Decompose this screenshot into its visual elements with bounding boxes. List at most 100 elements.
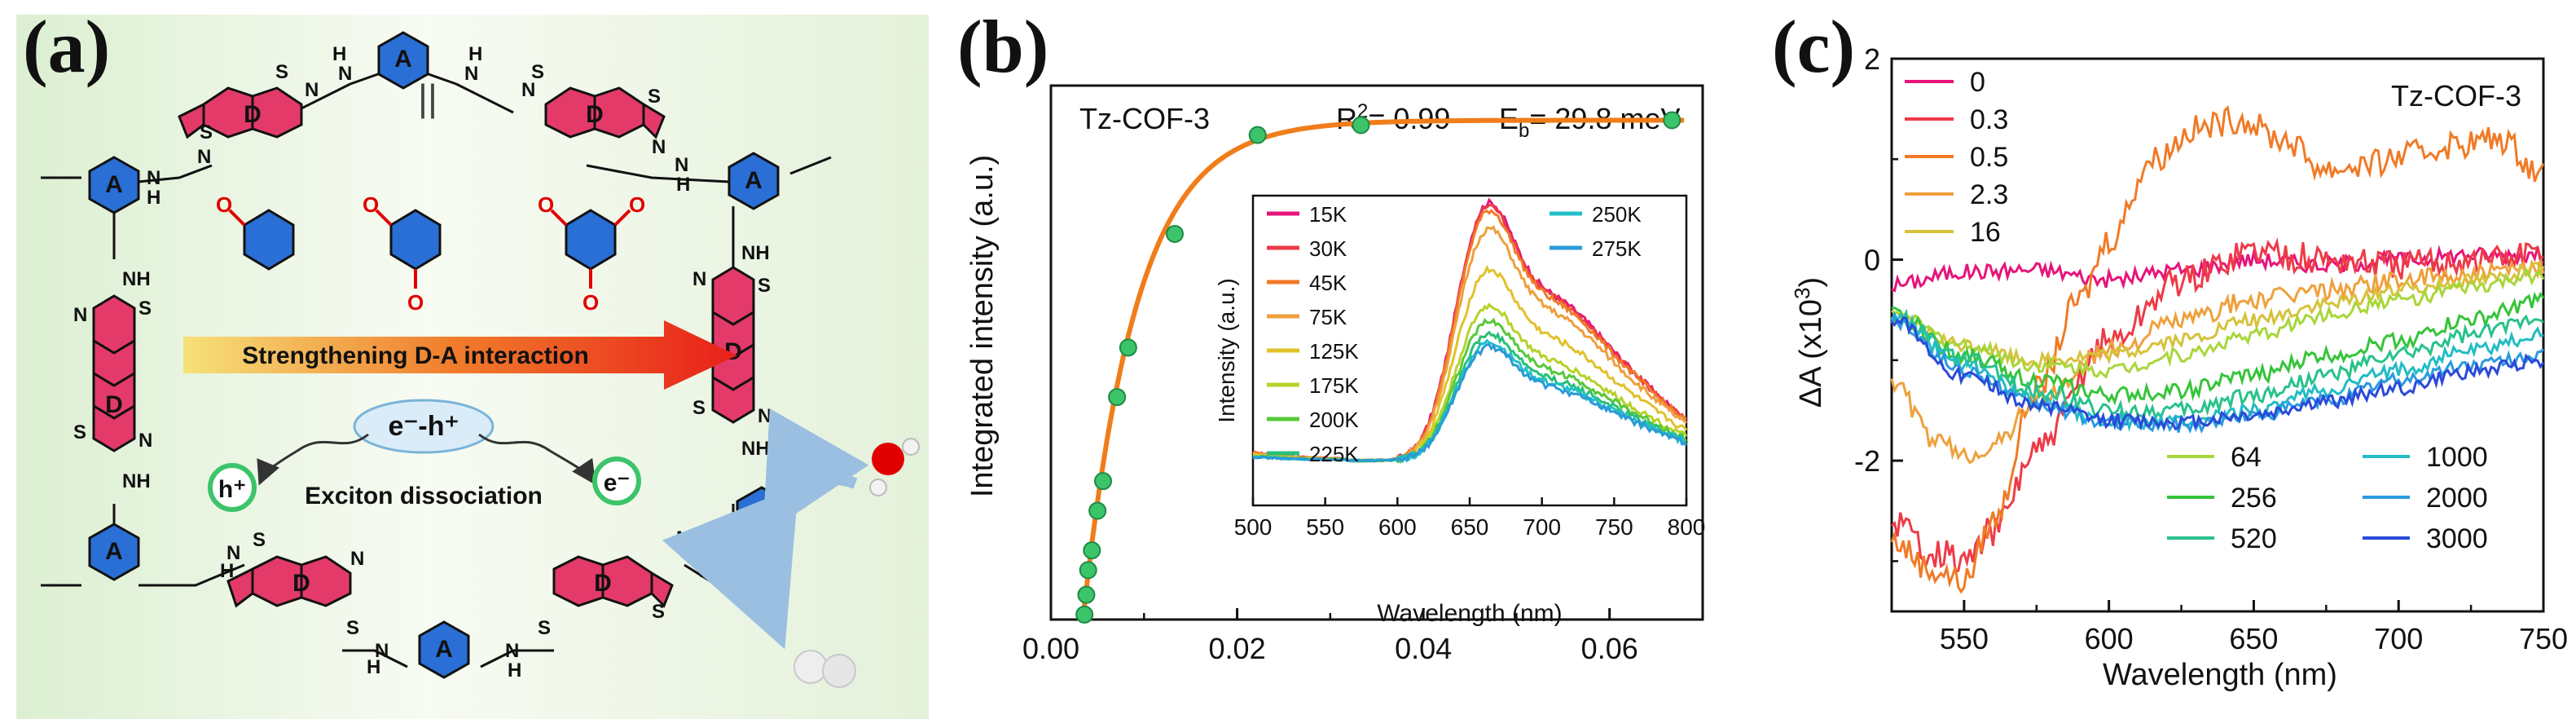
c-legend-label: 0.5 <box>1970 142 2008 173</box>
donor-label: D <box>586 101 604 128</box>
nitrogen-atom: N <box>464 63 478 85</box>
sulfur-atom: S <box>73 421 86 443</box>
donor-unit-top-right: D <box>544 86 666 139</box>
b-inset-tick-label: 600 <box>1378 514 1417 540</box>
b-inset-tick-label: 650 <box>1451 514 1489 540</box>
b-data-point <box>1088 501 1107 520</box>
c-legend-label: 16 <box>1970 217 2001 248</box>
c-y-tick-label: -2 <box>1854 444 1880 478</box>
amine-nh: H <box>508 659 521 682</box>
c-series-line <box>1890 308 2544 421</box>
sulfur-atom: S <box>253 529 266 551</box>
c-series-line <box>1890 104 2545 594</box>
b-inset-x-ticks: 500 550 600 650 700 750 800 <box>1234 497 1706 540</box>
b-x-tick-label: 0.02 <box>1209 632 1266 665</box>
b-data-point <box>1079 561 1097 580</box>
sulfur-atom: S <box>531 61 544 83</box>
sulfur-atom: S <box>648 86 661 108</box>
amine-nh: NH <box>741 438 770 460</box>
hydrogen-molecule-icon <box>793 650 856 688</box>
oxygen-atom: O <box>538 192 554 217</box>
nitrogen-atom: N <box>138 430 152 452</box>
b-x-tick-label: 0.04 <box>1395 632 1452 665</box>
nitrogen-atom: N <box>350 548 364 570</box>
acceptor-label: A <box>394 46 412 73</box>
sulfur-atom: S <box>200 121 213 143</box>
b-r2-annotation: R2= 0.99 <box>1336 100 1450 135</box>
da-interaction-arrow: Strengthening D-A interaction <box>183 320 737 390</box>
amine-nh: NH <box>122 268 151 290</box>
b-plot-frame <box>1049 84 1704 621</box>
b-data-point <box>1108 388 1127 407</box>
b-data-point <box>1248 126 1267 144</box>
nitrogen-atom: N <box>758 405 771 427</box>
nitrogen-atom: N <box>521 79 535 101</box>
b-inset-legend-label: 15K <box>1309 202 1347 227</box>
b-data-point <box>1075 605 1094 624</box>
donor-label: D <box>105 391 123 418</box>
c-x-tick-label: 700 <box>2374 622 2423 655</box>
amine-nh: H <box>147 187 160 209</box>
c-x-tick-label: 650 <box>2229 622 2278 655</box>
nitrogen-atom: N <box>505 640 519 662</box>
nitrogen-atom: N <box>652 136 666 158</box>
b-inset-tick-label: 700 <box>1523 514 1561 540</box>
acceptor-label: A <box>105 171 123 198</box>
c-legend-label: 520 <box>2231 523 2277 554</box>
b-data-point <box>1094 472 1112 491</box>
nitrogen-atom: N <box>305 79 319 101</box>
c-series-line <box>1890 316 2545 431</box>
panel-b-label: (b) <box>957 5 1049 88</box>
c-series-line <box>1891 267 2545 379</box>
c-legend-label: 3000 <box>2426 523 2488 554</box>
b-eb-subscript: b <box>1519 120 1529 142</box>
dissociation-label: Exciton dissociation <box>305 483 543 509</box>
nitrogen-atom: N <box>375 640 389 662</box>
oxygen-atom: O <box>216 192 232 217</box>
c-series-line <box>1891 291 2545 406</box>
c-plot-frame <box>1890 57 2545 613</box>
oxygen-atom: O <box>582 290 599 315</box>
b-data-point <box>1077 585 1096 604</box>
nitrogen-atom: N <box>73 304 87 326</box>
hydrogen-release-arrow <box>662 485 799 650</box>
sulfur-atom: S <box>758 275 771 297</box>
b-inset-legend-label: 275K <box>1592 236 1642 261</box>
b-inset-tick-label: 750 <box>1595 514 1633 540</box>
c-series-line <box>1890 259 2545 465</box>
hole-path-arrow <box>257 433 369 486</box>
c-ylabel: ΔA (x103) <box>1790 277 1828 408</box>
water-molecule-icon <box>869 438 920 496</box>
donor-unit-bottom-left: D <box>226 555 352 608</box>
b-sample-label: Tz-COF-3 <box>1079 102 1210 135</box>
panel-a-label: (a) <box>23 5 111 88</box>
c-x-tick-label: 600 <box>2085 622 2134 655</box>
b-x-ticks: 0.00 0.02 0.04 0.06 <box>1022 608 1638 665</box>
c-legend-label: 2.3 <box>1970 179 2008 210</box>
b-inset-legend-label: 75K <box>1309 305 1347 329</box>
c-axis-ticks: 550 600 650 700 750 -2 0 2 <box>1854 42 2568 655</box>
b-data-points <box>1075 111 1681 624</box>
amine-nh: H <box>367 656 380 678</box>
nitrogen-atom: N <box>197 146 211 168</box>
b-ylabel: Integrated intensity (a.u.) <box>965 155 1000 497</box>
c-legend-label: 2000 <box>2426 483 2488 514</box>
amine-nh: H <box>332 43 346 65</box>
c-ylabel-main: ΔA (x10 <box>1794 299 1828 408</box>
oxygen-atom: O <box>629 192 645 217</box>
da-arrow-label: Strengthening D-A interaction <box>242 342 589 369</box>
sulfur-atom: S <box>692 397 706 419</box>
b-inset-tick-label: 800 <box>1668 514 1706 540</box>
c-y-tick-label: 2 <box>1864 42 1880 76</box>
equivalence-symbol: || <box>418 77 437 119</box>
b-fit-curve <box>1082 117 1685 607</box>
c-series-line <box>1890 262 2545 369</box>
b-data-point <box>1119 338 1137 357</box>
c-series-line <box>1890 311 2544 433</box>
c-legend-label: 64 <box>2231 442 2262 473</box>
c-legend-label: 1000 <box>2426 442 2488 473</box>
donor-label: D <box>292 570 310 597</box>
b-inset-legend-label: 225K <box>1309 442 1359 466</box>
nitrogen-atom: N <box>338 63 352 85</box>
panel-b-chart: Integrated intensity (a.u.) Tz-COF-3 R2=… <box>965 84 1706 665</box>
